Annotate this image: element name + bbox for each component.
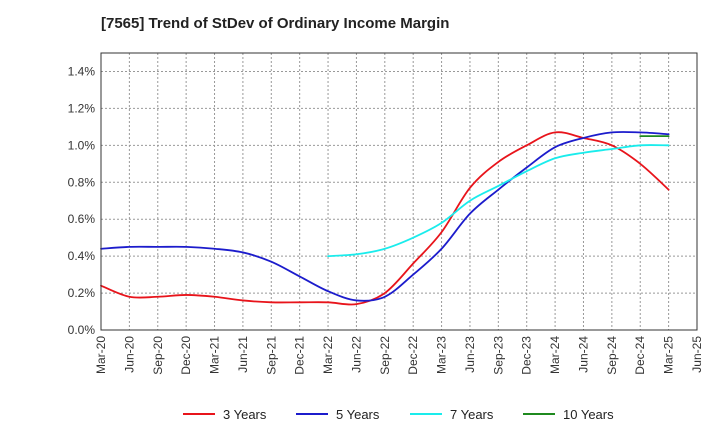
- series-lines: [100, 131, 670, 306]
- x-tick-label: Sep-22: [378, 336, 392, 375]
- x-tick-label: Sep-23: [491, 336, 505, 375]
- x-tick-label: Jun-22: [349, 336, 363, 373]
- y-tick-label: 0.6%: [68, 212, 96, 226]
- y-tick-label: 0.2%: [68, 286, 96, 300]
- x-tick-label: Sep-24: [605, 336, 619, 375]
- plot-area: [101, 53, 697, 330]
- y-tick-label: 0.0%: [68, 323, 96, 337]
- x-tick-label: Jun-24: [576, 336, 590, 373]
- y-tick-label: 1.2%: [68, 101, 96, 115]
- x-tick-label: Sep-21: [264, 336, 278, 375]
- plot-frame: [100, 52, 698, 331]
- x-tick-label: Dec-20: [179, 336, 193, 375]
- legend-label: 10 Years: [563, 407, 614, 422]
- grid-lines: [101, 53, 697, 330]
- series-line-7-years: [327, 144, 670, 258]
- y-tick-label: 0.4%: [68, 249, 96, 263]
- chart-title: [7565] Trend of StDev of Ordinary Income…: [101, 15, 450, 32]
- x-tick-label: Mar-22: [321, 336, 335, 374]
- x-tick-label: Mar-21: [208, 336, 222, 374]
- legend-label: 3 Years: [223, 407, 267, 422]
- x-axis: Mar-20 Jun-20 Sep-20 Dec-20 Mar-21 Jun-21 Sep-…: [94, 336, 704, 375]
- x-tick-label: Mar-23: [435, 336, 449, 374]
- x-tick-label: Dec-24: [633, 336, 647, 375]
- x-tick-label: Jun-23: [463, 336, 477, 373]
- legend: 3 Years 5 Years 7 Years 10 Years: [183, 407, 614, 422]
- x-tick-label: Dec-23: [520, 336, 534, 375]
- x-tick-label: Mar-25: [662, 336, 676, 374]
- x-tick-label: Jun-21: [236, 336, 250, 373]
- x-tick-label: Jun-20: [122, 336, 136, 373]
- legend-label: 7 Years: [450, 407, 494, 422]
- y-tick-label: 1.0%: [68, 138, 96, 152]
- x-tick-label: Mar-24: [548, 336, 562, 374]
- y-tick-label: 1.4%: [68, 64, 96, 78]
- x-tick-label: Mar-20: [94, 336, 108, 374]
- legend-label: 5 Years: [336, 407, 380, 422]
- y-tick-label: 0.8%: [68, 175, 96, 189]
- x-tick-label: Dec-21: [293, 336, 307, 375]
- series-line-3-years: [100, 131, 670, 306]
- x-tick-label: Dec-22: [406, 336, 420, 375]
- x-tick-label: Jun-25: [690, 336, 704, 373]
- series-line-5-years: [100, 131, 670, 302]
- x-tick-label: Sep-20: [151, 336, 165, 375]
- y-axis: 0.0% 0.2% 0.4% 0.6% 0.8% 1.0% 1.2% 1.4%: [68, 64, 96, 337]
